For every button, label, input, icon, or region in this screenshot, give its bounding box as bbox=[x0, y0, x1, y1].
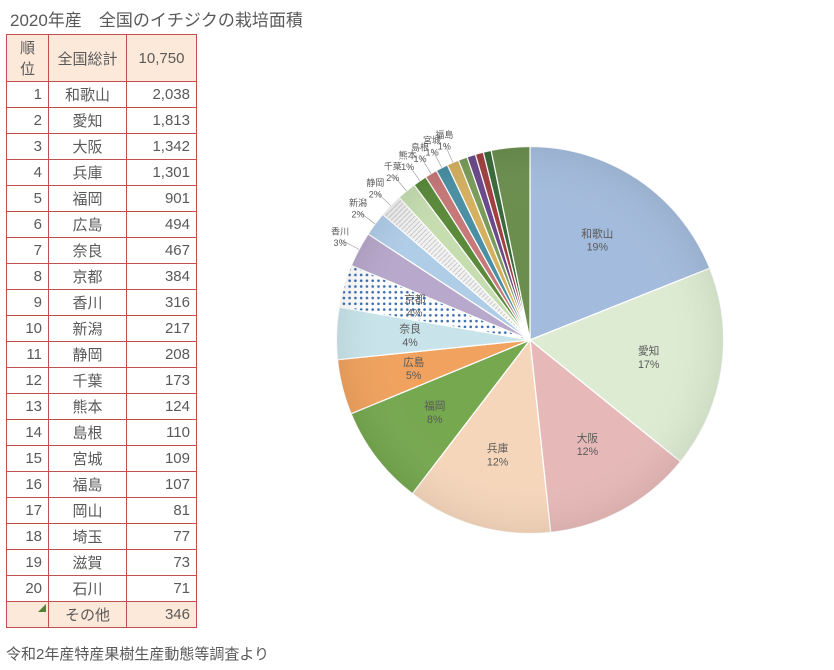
table-row-rank: 13 bbox=[7, 394, 49, 420]
pie-label: 2% bbox=[351, 210, 364, 220]
table-row-value: 1,301 bbox=[127, 160, 197, 186]
pie-label: 大阪 bbox=[577, 432, 599, 445]
table-row-value: 109 bbox=[127, 446, 197, 472]
table-row-name: 香川 bbox=[49, 290, 127, 316]
table-row-rank: 1 bbox=[7, 82, 49, 108]
table-row-rank: 9 bbox=[7, 290, 49, 316]
table-row-rank: 15 bbox=[7, 446, 49, 472]
pie-label: 愛知 bbox=[638, 345, 659, 358]
pie-label: 4% bbox=[402, 337, 418, 349]
table-row-value: 316 bbox=[127, 290, 197, 316]
other-value: 346 bbox=[127, 602, 197, 628]
table-row-name: 広島 bbox=[49, 212, 127, 238]
pie-label: 2% bbox=[386, 173, 399, 183]
table-row-value: 73 bbox=[127, 550, 197, 576]
table-row-name: 石川 bbox=[49, 576, 127, 602]
table-row-name: 島根 bbox=[49, 420, 127, 446]
ranking-table: 順位 全国総計 10,750 1 和歌山 2,038 2 愛知 1,813 3 大阪… bbox=[6, 34, 197, 628]
table-row-rank: 17 bbox=[7, 498, 49, 524]
table-row-rank: 5 bbox=[7, 186, 49, 212]
table-row-value: 467 bbox=[127, 238, 197, 264]
pie-label: 1% bbox=[401, 162, 414, 172]
table-row-name: 福岡 bbox=[49, 186, 127, 212]
other-label: その他 bbox=[49, 602, 127, 628]
table-row-value: 901 bbox=[127, 186, 197, 212]
pie-label: 5% bbox=[406, 370, 422, 382]
table-row-rank: 14 bbox=[7, 420, 49, 446]
table-row-rank: 7 bbox=[7, 238, 49, 264]
pie-label: 香川 bbox=[331, 226, 349, 236]
table-row-rank: 18 bbox=[7, 524, 49, 550]
table-row-value: 1,342 bbox=[127, 134, 197, 160]
table-row-rank: 3 bbox=[7, 134, 49, 160]
pie-label: 和歌山 bbox=[581, 227, 613, 240]
table-row-name: 和歌山 bbox=[49, 82, 127, 108]
pie-label: 千葉 bbox=[384, 161, 402, 172]
table-row-rank: 16 bbox=[7, 472, 49, 498]
table-row-name: 熊本 bbox=[49, 394, 127, 420]
page-title: 2020年産 全国のイチジクの栽培面積 bbox=[10, 6, 303, 31]
pie-label: 4% bbox=[407, 307, 423, 319]
pie-label: 2% bbox=[369, 189, 382, 199]
table-row-name: 千葉 bbox=[49, 368, 127, 394]
table-row-value: 173 bbox=[127, 368, 197, 394]
table-row-value: 71 bbox=[127, 576, 197, 602]
pie-label: 広島 bbox=[403, 356, 425, 369]
pie-label: 1% bbox=[413, 154, 426, 164]
pie-label: 17% bbox=[638, 359, 660, 371]
pie-label: 静岡 bbox=[366, 177, 384, 188]
pie-label: 兵庫 bbox=[487, 442, 509, 455]
table-row-name: 岡山 bbox=[49, 498, 127, 524]
table-row-rank: 4 bbox=[7, 160, 49, 186]
table-row-rank: 20 bbox=[7, 576, 49, 602]
table-row-rank: 19 bbox=[7, 550, 49, 576]
table-row-rank: 10 bbox=[7, 316, 49, 342]
table-row-value: 77 bbox=[127, 524, 197, 550]
pie-chart: 和歌山19%愛知17%大阪12%兵庫12%福岡8%広島5%奈良4%京都4%香川3… bbox=[250, 45, 810, 635]
table-row-name: 大阪 bbox=[49, 134, 127, 160]
table-row-value: 384 bbox=[127, 264, 197, 290]
table-row-name: 埼玉 bbox=[49, 524, 127, 550]
pie-label: 8% bbox=[427, 414, 443, 426]
pie-label: 新潟 bbox=[349, 197, 367, 208]
table-row-name: 兵庫 bbox=[49, 160, 127, 186]
header-total-value: 10,750 bbox=[127, 35, 197, 82]
table-row-value: 81 bbox=[127, 498, 197, 524]
table-row-name: 愛知 bbox=[49, 108, 127, 134]
table-row-name: 新潟 bbox=[49, 316, 127, 342]
header-total-label: 全国総計 bbox=[49, 35, 127, 82]
table-row-name: 静岡 bbox=[49, 342, 127, 368]
table-row-name: 福島 bbox=[49, 472, 127, 498]
table-row-name: 京都 bbox=[49, 264, 127, 290]
table-row-value: 107 bbox=[127, 472, 197, 498]
table-row-name: 奈良 bbox=[49, 238, 127, 264]
table-row-rank: 8 bbox=[7, 264, 49, 290]
pie-label: 京都 bbox=[404, 293, 426, 306]
pie-label: 19% bbox=[587, 242, 609, 254]
table-row-value: 110 bbox=[127, 420, 197, 446]
table-row-name: 宮城 bbox=[49, 446, 127, 472]
table-row-value: 2,038 bbox=[127, 82, 197, 108]
header-rank: 順位 bbox=[7, 35, 49, 82]
table-row-value: 124 bbox=[127, 394, 197, 420]
table-row-rank: 12 bbox=[7, 368, 49, 394]
pie-label: 1% bbox=[438, 141, 451, 151]
table-row-value: 217 bbox=[127, 316, 197, 342]
source-footer: 令和2年産特産果樹生産動態等調査より bbox=[6, 643, 269, 664]
table-row-value: 494 bbox=[127, 212, 197, 238]
table-row-name: 滋賀 bbox=[49, 550, 127, 576]
table-row-rank: 6 bbox=[7, 212, 49, 238]
table-row-value: 1,813 bbox=[127, 108, 197, 134]
table-row-rank: 2 bbox=[7, 108, 49, 134]
pie-label: 1% bbox=[426, 147, 439, 157]
pie-label: 12% bbox=[577, 446, 599, 458]
pie-label: 3% bbox=[334, 238, 347, 248]
pie-label: 福岡 bbox=[424, 400, 445, 413]
pie-label: 福島 bbox=[435, 129, 453, 140]
table-row-rank: 11 bbox=[7, 342, 49, 368]
table-row-value: 208 bbox=[127, 342, 197, 368]
pie-label: 奈良 bbox=[399, 323, 421, 336]
other-triangle bbox=[7, 602, 49, 628]
pie-label: 12% bbox=[487, 456, 509, 468]
